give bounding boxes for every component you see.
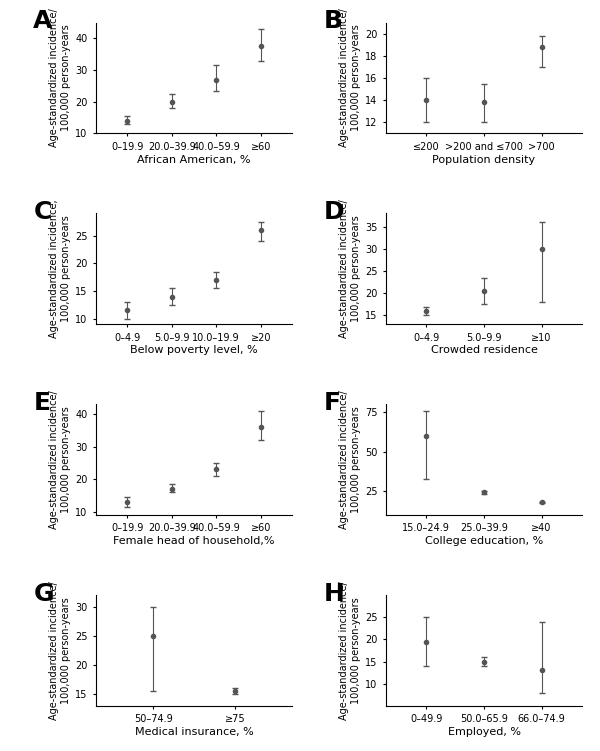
Text: B: B bbox=[323, 9, 343, 33]
Y-axis label: Age-standardized incidence/
100,000 person-years: Age-standardized incidence/ 100,000 pers… bbox=[338, 200, 361, 338]
X-axis label: African American, %: African American, % bbox=[137, 155, 251, 164]
Text: C: C bbox=[33, 200, 52, 224]
Y-axis label: Age-standardized incidence/
100,000 person-years: Age-standardized incidence/ 100,000 pers… bbox=[49, 391, 71, 529]
Y-axis label: Age-standardized incidence/
100,000 person-years: Age-standardized incidence/ 100,000 pers… bbox=[339, 8, 361, 147]
Text: H: H bbox=[323, 582, 344, 606]
Text: A: A bbox=[33, 9, 53, 33]
X-axis label: Crowded residence: Crowded residence bbox=[431, 345, 538, 355]
Y-axis label: Age-standardized incidence,
100,000 person-years: Age-standardized incidence, 100,000 pers… bbox=[49, 200, 71, 338]
Text: F: F bbox=[323, 391, 340, 415]
Text: D: D bbox=[323, 200, 344, 224]
Y-axis label: Age-standardized incidence/
100,000 person-years: Age-standardized incidence/ 100,000 pers… bbox=[338, 581, 361, 720]
Y-axis label: Age-standardized incidence/
100,000 person-years: Age-standardized incidence/ 100,000 pers… bbox=[49, 8, 71, 147]
Text: G: G bbox=[33, 582, 54, 606]
X-axis label: College education, %: College education, % bbox=[425, 536, 543, 546]
X-axis label: Below poverty level, %: Below poverty level, % bbox=[130, 345, 258, 355]
X-axis label: Employed, %: Employed, % bbox=[448, 727, 521, 737]
Y-axis label: Age-standardized incidence/
100,000 person-years: Age-standardized incidence/ 100,000 pers… bbox=[49, 581, 71, 720]
Text: E: E bbox=[33, 391, 50, 415]
X-axis label: Medical insurance, %: Medical insurance, % bbox=[134, 727, 253, 737]
X-axis label: Female head of household,%: Female head of household,% bbox=[113, 536, 275, 546]
X-axis label: Population density: Population density bbox=[433, 155, 536, 164]
Y-axis label: Age-standardized incidence/
100,000 person-years: Age-standardized incidence/ 100,000 pers… bbox=[338, 391, 361, 529]
